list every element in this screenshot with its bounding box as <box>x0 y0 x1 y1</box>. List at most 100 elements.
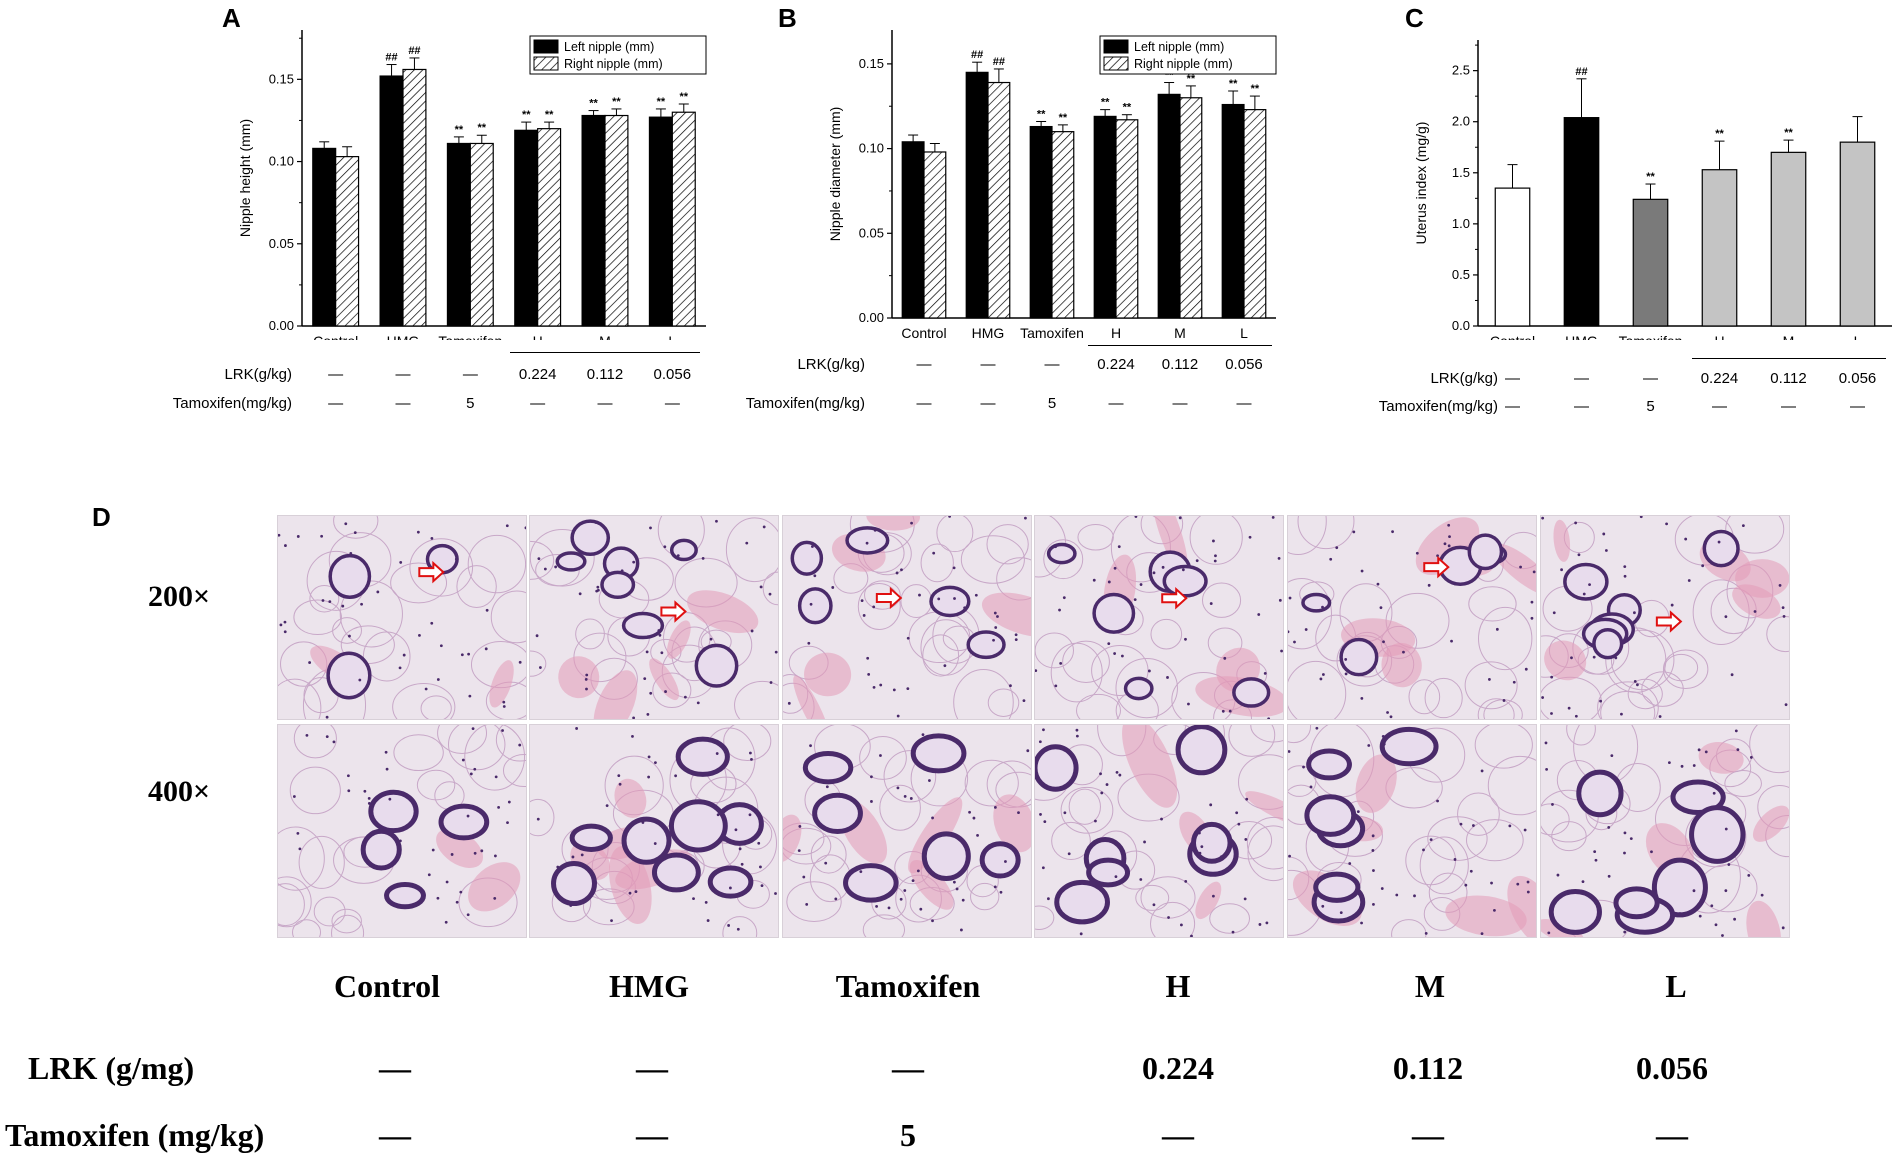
gland-duct <box>921 831 971 882</box>
adipocyte <box>1468 586 1517 622</box>
group-underline <box>1691 358 1886 359</box>
arrow-icon <box>875 586 903 610</box>
group-underline <box>1088 345 1272 346</box>
nucleus <box>1781 926 1785 930</box>
nucleus <box>1650 850 1653 854</box>
x-tick-label: Tamoxifen <box>1619 333 1683 340</box>
nucleus <box>931 816 934 820</box>
nucleus <box>1309 785 1313 789</box>
gland-duct <box>797 587 833 625</box>
adipocyte <box>1408 679 1441 715</box>
adipocyte <box>970 882 1000 911</box>
gland-duct <box>1086 857 1131 888</box>
nucleus <box>1026 749 1030 753</box>
nucleus <box>1682 783 1686 786</box>
nucleus <box>1075 728 1079 732</box>
x-tick-label: L <box>668 333 676 340</box>
nucleus <box>1391 530 1394 534</box>
nucleus <box>1147 669 1151 673</box>
nucleus <box>918 593 921 597</box>
gland-duct <box>1548 889 1602 935</box>
nucleus <box>1039 813 1042 816</box>
bar <box>987 81 1011 319</box>
nucleus <box>657 629 661 632</box>
histology-image <box>529 724 779 938</box>
nucleus <box>1059 661 1063 665</box>
stroma <box>593 670 638 719</box>
histology-tamoxifen-label: Tamoxifen (mg/kg) <box>5 1117 265 1153</box>
nucleus <box>1180 923 1183 927</box>
adipocyte <box>936 516 974 553</box>
bar <box>1221 103 1245 319</box>
significance-mark: ** <box>1251 83 1260 95</box>
adipocyte <box>1140 516 1184 545</box>
significance-mark: ** <box>1646 171 1655 183</box>
nucleus <box>1623 930 1627 934</box>
significance-mark: ** <box>1187 73 1196 85</box>
adipocyte <box>1749 725 1789 774</box>
x-tick-label: HMG <box>1565 333 1598 340</box>
x-tick-label: Control <box>1490 333 1535 340</box>
adipocyte <box>467 534 526 594</box>
nucleus <box>402 653 406 657</box>
nucleus <box>1099 772 1102 776</box>
nucleus <box>748 813 752 817</box>
gland-duct <box>438 803 490 841</box>
bar <box>671 111 696 327</box>
panel-letter-d: D <box>92 502 111 532</box>
tamoxifen-value: — <box>395 395 411 412</box>
adipocyte <box>964 759 1019 807</box>
adipocyte <box>1541 676 1602 719</box>
nucleus <box>341 604 345 608</box>
nucleus <box>787 701 791 705</box>
nucleus <box>1724 827 1728 831</box>
nucleus <box>1167 916 1170 919</box>
gland-duct <box>360 828 402 871</box>
x-tick-label: H <box>533 333 543 340</box>
histology-tamoxifen-value: — <box>1656 1117 1688 1153</box>
nucleus <box>1248 535 1252 539</box>
nucleus <box>696 701 700 705</box>
nucleus <box>953 597 956 600</box>
nucleus <box>802 875 806 879</box>
tamoxifen-value: — <box>597 395 613 412</box>
nucleus <box>1541 696 1545 699</box>
stroma <box>1553 519 1571 562</box>
nucleus <box>376 590 380 594</box>
adipocyte <box>1566 725 1596 746</box>
significance-mark: ** <box>1101 97 1110 109</box>
stroma <box>981 592 1031 638</box>
nucleus <box>1620 712 1623 716</box>
nucleus <box>1113 652 1117 655</box>
y-axis-label: Uterus index (mg/g) <box>1413 122 1429 245</box>
nucleus <box>283 630 287 634</box>
nucleus <box>1075 734 1079 738</box>
tamoxifen-value: — <box>1172 395 1188 412</box>
nucleus <box>972 816 976 820</box>
lrk-value: — <box>328 366 344 383</box>
tamoxifen-row-label: Tamoxifen(mg/kg) <box>745 395 865 412</box>
nucleus <box>1152 903 1156 907</box>
adipocyte <box>1487 755 1536 816</box>
nucleus <box>1547 931 1551 935</box>
histology-image <box>1034 515 1284 720</box>
nucleus <box>1166 676 1169 679</box>
nucleus <box>332 740 336 744</box>
gland-duct <box>1232 677 1271 708</box>
nucleus <box>647 755 651 759</box>
nucleus <box>706 919 710 922</box>
nucleus <box>649 526 652 530</box>
nucleus <box>1730 673 1734 677</box>
adipocyte <box>1297 516 1355 550</box>
nucleus <box>903 794 907 798</box>
nucleus <box>701 556 705 560</box>
nucleus <box>279 623 283 627</box>
nucleus <box>385 767 389 771</box>
nucleus <box>768 592 772 596</box>
nucleus <box>1680 764 1684 768</box>
gland-duct <box>694 643 739 688</box>
nucleus <box>1472 824 1475 827</box>
nucleus <box>1607 874 1611 878</box>
bar <box>581 114 606 327</box>
tamoxifen-value: — <box>664 395 680 412</box>
